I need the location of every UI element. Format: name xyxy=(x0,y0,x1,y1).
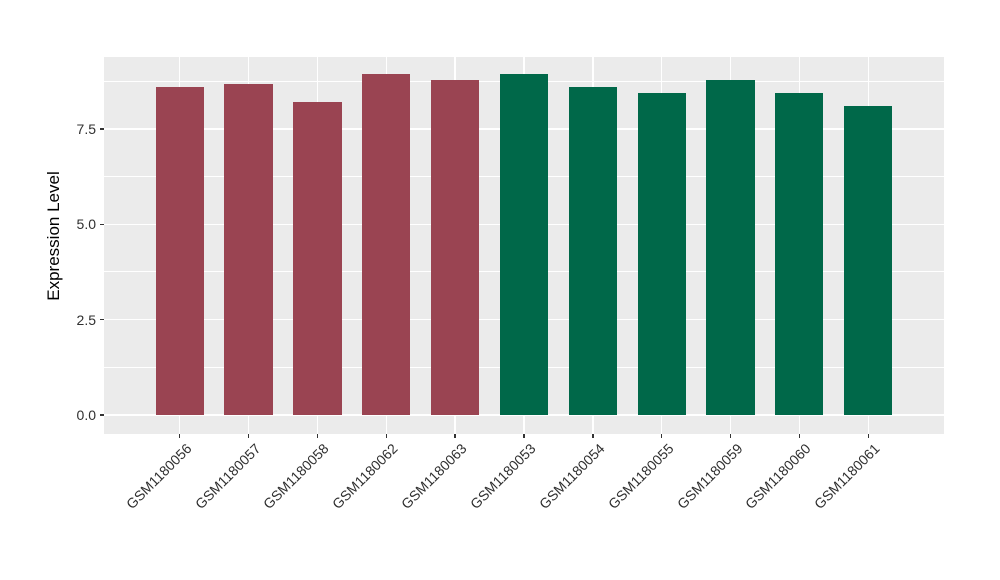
y-tick-label: 7.5 xyxy=(76,121,96,138)
y-tick-label: 0.0 xyxy=(76,406,96,423)
bar-GSM1180062 xyxy=(362,73,411,415)
y-tick-mark xyxy=(100,128,104,130)
bar-GSM1180055 xyxy=(637,92,686,415)
y-tick-mark xyxy=(100,414,104,416)
x-tick-mark xyxy=(316,434,319,438)
x-tick-mark xyxy=(247,434,250,438)
bar-GSM1180061 xyxy=(844,106,893,415)
y-tick-label: 2.5 xyxy=(76,311,96,328)
y-axis-title-text: Expression Level xyxy=(44,171,63,301)
x-tick-mark xyxy=(729,434,732,438)
x-tick-mark xyxy=(660,434,663,438)
x-tick-mark xyxy=(867,434,869,438)
bar-GSM1180054 xyxy=(568,87,617,415)
x-tick-mark xyxy=(385,434,388,438)
x-tick-mark xyxy=(454,434,456,438)
bar-GSM1180059 xyxy=(706,79,755,415)
bar-GSM1180057 xyxy=(224,83,273,415)
y-tick-mark xyxy=(100,223,104,226)
bar-GSM1180058 xyxy=(293,101,342,415)
x-tick-label-GSM1180056: GSM1180056 xyxy=(122,440,195,512)
x-tick-mark xyxy=(798,434,801,438)
bar-GSM1180056 xyxy=(155,87,204,415)
x-tick-mark xyxy=(592,434,594,438)
y-tick-label: 5.0 xyxy=(76,216,96,233)
plot-panel xyxy=(104,57,944,434)
x-tick-mark xyxy=(178,434,181,438)
y-tick-mark xyxy=(100,318,104,321)
bar-GSM1180053 xyxy=(499,74,549,415)
bar-GSM1180060 xyxy=(775,93,824,415)
x-tick-mark xyxy=(523,434,525,438)
bar-GSM1180063 xyxy=(431,80,480,415)
